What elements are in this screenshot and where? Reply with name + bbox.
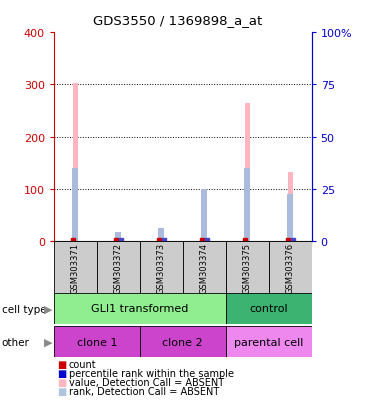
Text: GSM303371: GSM303371 — [71, 242, 80, 293]
Text: GSM303372: GSM303372 — [114, 242, 123, 293]
Text: ▶: ▶ — [44, 304, 52, 314]
Text: count: count — [69, 359, 96, 369]
Bar — [140, 326, 226, 357]
Bar — [97, 242, 140, 293]
Text: GSM303375: GSM303375 — [243, 242, 252, 293]
Bar — [183, 242, 226, 293]
Bar — [140, 242, 183, 293]
Text: value, Detection Call = ABSENT: value, Detection Call = ABSENT — [69, 377, 224, 387]
Bar — [201, 234, 207, 242]
Text: parental cell: parental cell — [234, 337, 303, 347]
Bar — [244, 169, 250, 242]
Bar — [158, 228, 164, 242]
Bar — [288, 172, 293, 242]
Text: GSM303374: GSM303374 — [200, 242, 209, 293]
Bar — [287, 195, 293, 242]
Bar — [269, 242, 312, 293]
Bar — [226, 326, 312, 357]
Text: GSM303373: GSM303373 — [157, 242, 166, 293]
Text: percentile rank within the sample: percentile rank within the sample — [69, 368, 234, 378]
Text: ▶: ▶ — [44, 337, 52, 347]
Text: GLI1 transformed: GLI1 transformed — [91, 304, 188, 314]
Bar — [226, 293, 312, 324]
Bar — [54, 293, 226, 324]
Text: clone 2: clone 2 — [162, 337, 203, 347]
Bar — [73, 84, 78, 242]
Text: clone 1: clone 1 — [76, 337, 117, 347]
Text: ■: ■ — [58, 359, 67, 369]
Bar — [72, 169, 78, 242]
Text: GDS3550 / 1369898_a_at: GDS3550 / 1369898_a_at — [93, 14, 263, 27]
Bar — [54, 242, 97, 293]
Bar — [115, 232, 121, 242]
Bar — [244, 103, 250, 242]
Text: control: control — [249, 304, 288, 314]
Text: other: other — [2, 337, 30, 347]
Text: ■: ■ — [58, 387, 67, 396]
Text: ■: ■ — [58, 368, 67, 378]
Text: ■: ■ — [58, 377, 67, 387]
Text: GSM303376: GSM303376 — [286, 242, 295, 293]
Text: rank, Detection Call = ABSENT: rank, Detection Call = ABSENT — [69, 387, 219, 396]
Bar — [226, 242, 269, 293]
Bar — [201, 190, 207, 242]
Text: cell type: cell type — [2, 304, 46, 314]
Bar — [54, 326, 140, 357]
